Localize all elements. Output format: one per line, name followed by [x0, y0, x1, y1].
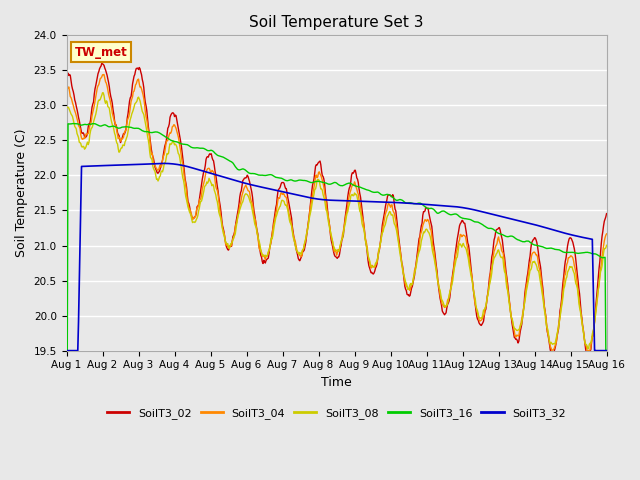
SoilT3_32 — [205, 170, 213, 176]
SoilT3_04 — [435, 281, 442, 287]
SoilT3_02 — [585, 352, 593, 358]
SoilT3_08 — [182, 194, 189, 200]
X-axis label: Time: Time — [321, 376, 352, 389]
SoilT3_04 — [205, 166, 213, 171]
SoilT3_04 — [182, 182, 189, 188]
SoilT3_04 — [603, 231, 611, 237]
Line: SoilT3_02: SoilT3_02 — [67, 63, 607, 355]
SoilT3_08 — [381, 222, 389, 228]
SoilT3_32 — [554, 228, 562, 234]
SoilT3_32 — [63, 348, 70, 353]
SoilT3_32 — [381, 199, 389, 205]
SoilT3_02 — [182, 180, 189, 185]
SoilT3_08 — [99, 90, 106, 96]
SoilT3_08 — [585, 346, 593, 351]
Legend: SoilT3_02, SoilT3_04, SoilT3_08, SoilT3_16, SoilT3_32: SoilT3_02, SoilT3_04, SoilT3_08, SoilT3_… — [102, 404, 570, 423]
SoilT3_04 — [381, 212, 389, 217]
SoilT3_32 — [160, 160, 168, 166]
SoilT3_04 — [100, 72, 108, 77]
SoilT3_02 — [554, 329, 562, 335]
Line: SoilT3_08: SoilT3_08 — [67, 93, 607, 348]
Text: TW_met: TW_met — [75, 46, 127, 59]
SoilT3_16 — [63, 348, 70, 353]
Line: SoilT3_32: SoilT3_32 — [67, 163, 607, 350]
SoilT3_08 — [329, 241, 337, 247]
SoilT3_16 — [182, 142, 189, 147]
SoilT3_16 — [72, 120, 79, 126]
SoilT3_08 — [63, 105, 70, 111]
SoilT3_02 — [63, 72, 70, 78]
Y-axis label: Soil Temperature (C): Soil Temperature (C) — [15, 129, 28, 257]
SoilT3_16 — [603, 348, 611, 353]
SoilT3_04 — [63, 86, 70, 92]
SoilT3_16 — [329, 180, 337, 186]
SoilT3_08 — [435, 282, 442, 288]
SoilT3_16 — [381, 192, 389, 198]
SoilT3_32 — [435, 203, 442, 208]
SoilT3_32 — [329, 197, 337, 203]
SoilT3_32 — [603, 348, 611, 353]
SoilT3_32 — [182, 163, 189, 169]
SoilT3_04 — [584, 348, 591, 353]
Line: SoilT3_16: SoilT3_16 — [67, 123, 607, 350]
SoilT3_08 — [554, 328, 562, 334]
SoilT3_04 — [554, 327, 562, 333]
SoilT3_08 — [603, 242, 611, 248]
SoilT3_02 — [329, 245, 337, 251]
SoilT3_16 — [205, 148, 213, 154]
SoilT3_04 — [329, 240, 337, 245]
SoilT3_08 — [205, 175, 213, 181]
Title: Soil Temperature Set 3: Soil Temperature Set 3 — [250, 15, 424, 30]
SoilT3_02 — [381, 204, 389, 210]
SoilT3_16 — [435, 210, 442, 216]
Line: SoilT3_04: SoilT3_04 — [67, 74, 607, 350]
SoilT3_02 — [205, 152, 213, 158]
SoilT3_02 — [435, 284, 442, 290]
SoilT3_02 — [98, 60, 106, 66]
SoilT3_02 — [603, 211, 611, 216]
SoilT3_16 — [554, 247, 562, 252]
